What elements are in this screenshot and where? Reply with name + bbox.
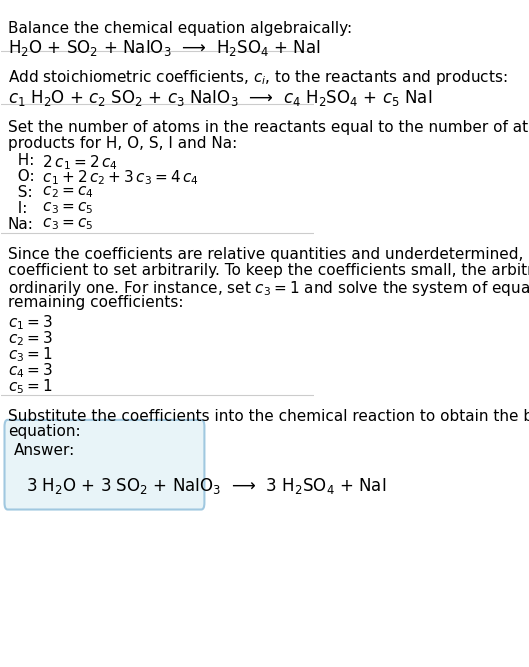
FancyBboxPatch shape bbox=[5, 420, 204, 510]
Text: Since the coefficients are relative quantities and underdetermined, choose a: Since the coefficients are relative quan… bbox=[7, 247, 529, 262]
Text: $c_3 = c_5$: $c_3 = c_5$ bbox=[33, 201, 93, 216]
Text: $c_1 = 3$: $c_1 = 3$ bbox=[7, 313, 52, 332]
Text: $c_2 = 3$: $c_2 = 3$ bbox=[7, 329, 52, 348]
Text: $c_3 = c_5$: $c_3 = c_5$ bbox=[33, 217, 93, 232]
Text: $c_4 = 3$: $c_4 = 3$ bbox=[7, 362, 52, 380]
Text: I:: I: bbox=[7, 201, 27, 215]
Text: equation:: equation: bbox=[7, 424, 80, 440]
Text: O:: O: bbox=[7, 169, 34, 184]
Text: Na:: Na: bbox=[7, 217, 33, 231]
Text: Balance the chemical equation algebraically:: Balance the chemical equation algebraica… bbox=[7, 21, 352, 36]
Text: $c_1 + 2\,c_2 + 3\,c_3 = 4\,c_4$: $c_1 + 2\,c_2 + 3\,c_3 = 4\,c_4$ bbox=[33, 169, 198, 187]
Text: H:: H: bbox=[7, 153, 34, 168]
Text: Substitute the coefficients into the chemical reaction to obtain the balanced: Substitute the coefficients into the che… bbox=[7, 409, 529, 424]
Text: coefficient to set arbitrarily. To keep the coefficients small, the arbitrary va: coefficient to set arbitrarily. To keep … bbox=[7, 263, 529, 278]
Text: products for H, O, S, I and Na:: products for H, O, S, I and Na: bbox=[7, 136, 237, 151]
Text: $2\,c_1 = 2\,c_4$: $2\,c_1 = 2\,c_4$ bbox=[33, 153, 117, 171]
Text: H$_2$O + SO$_2$ + NaIO$_3$  ⟶  H$_2$SO$_4$ + NaI: H$_2$O + SO$_2$ + NaIO$_3$ ⟶ H$_2$SO$_4$… bbox=[7, 38, 320, 58]
Text: 3 H$_2$O + 3 SO$_2$ + NaIO$_3$  ⟶  3 H$_2$SO$_4$ + NaI: 3 H$_2$O + 3 SO$_2$ + NaIO$_3$ ⟶ 3 H$_2$… bbox=[26, 476, 387, 496]
Text: remaining coefficients:: remaining coefficients: bbox=[7, 295, 183, 310]
Text: S:: S: bbox=[7, 185, 32, 199]
Text: $c_3 = 1$: $c_3 = 1$ bbox=[7, 346, 52, 364]
Text: ordinarily one. For instance, set $c_3 = 1$ and solve the system of equations fo: ordinarily one. For instance, set $c_3 =… bbox=[7, 279, 529, 298]
Text: $c_5 = 1$: $c_5 = 1$ bbox=[7, 378, 52, 396]
Text: $c_1$ H$_2$O + $c_2$ SO$_2$ + $c_3$ NaIO$_3$  ⟶  $c_4$ H$_2$SO$_4$ + $c_5$ NaI: $c_1$ H$_2$O + $c_2$ SO$_2$ + $c_3$ NaIO… bbox=[7, 88, 432, 108]
Text: Set the number of atoms in the reactants equal to the number of atoms in the: Set the number of atoms in the reactants… bbox=[7, 119, 529, 135]
Text: Add stoichiometric coefficients, $c_i$, to the reactants and products:: Add stoichiometric coefficients, $c_i$, … bbox=[7, 68, 507, 87]
Text: $c_2 = c_4$: $c_2 = c_4$ bbox=[33, 185, 93, 200]
Text: Answer:: Answer: bbox=[14, 443, 75, 458]
